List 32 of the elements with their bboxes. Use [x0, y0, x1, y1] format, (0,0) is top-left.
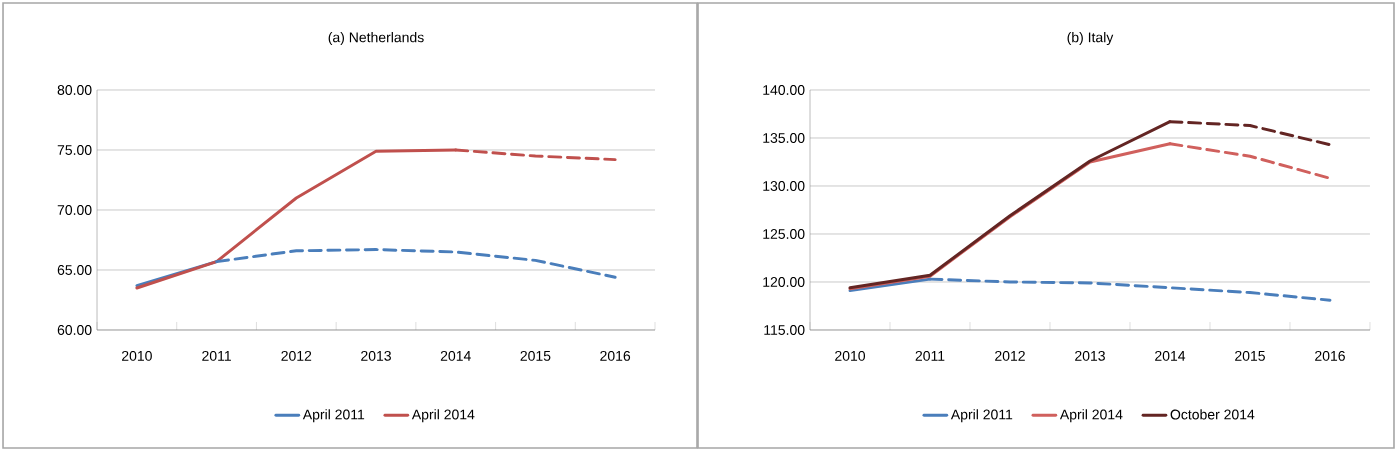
legend-label: April 2014 — [411, 409, 475, 423]
chart-title: (a) Netherlands — [328, 32, 424, 46]
x-tick-label: 2013 — [361, 350, 391, 361]
y-tick-label: 60.00 — [57, 325, 92, 335]
x-tick-label: 2015 — [520, 350, 551, 361]
x-tick-label: 2012 — [995, 350, 1025, 361]
x-tick-label: 2015 — [1235, 350, 1265, 361]
y-tick-label: 140.00 — [763, 85, 805, 95]
x-tick-label: 2016 — [600, 350, 631, 361]
chart-title: (b) Italy — [1067, 32, 1114, 46]
x-tick-label: 2012 — [281, 350, 312, 361]
y-tick-label: 130.00 — [763, 181, 805, 191]
x-tick-label: 2010 — [835, 350, 866, 361]
y-tick-label: 70.00 — [57, 205, 92, 215]
y-tick-label: 80.00 — [57, 85, 92, 95]
y-tick-label: 125.00 — [763, 229, 805, 239]
x-tick-label: 2011 — [202, 350, 231, 361]
x-tick-label: 2011 — [915, 350, 945, 361]
legend-label: April 2011 — [302, 409, 365, 423]
x-tick-label: 2014 — [1155, 350, 1186, 361]
y-tick-label: 120.00 — [763, 277, 805, 287]
x-tick-label: 2010 — [122, 350, 152, 361]
y-tick-label: 75.00 — [57, 145, 92, 155]
x-tick-label: 2013 — [1075, 350, 1105, 361]
legend-label: April 2011 — [950, 409, 1013, 423]
legend-label: October 2014 — [1170, 409, 1255, 420]
x-tick-label: 2014 — [440, 350, 471, 361]
legend-label: April 2014 — [1059, 409, 1123, 423]
y-tick-label: 115.00 — [764, 325, 805, 335]
x-tick-label: 2016 — [1315, 350, 1345, 361]
y-tick-label: 135.00 — [763, 133, 805, 143]
y-tick-label: 65.00 — [57, 265, 92, 275]
